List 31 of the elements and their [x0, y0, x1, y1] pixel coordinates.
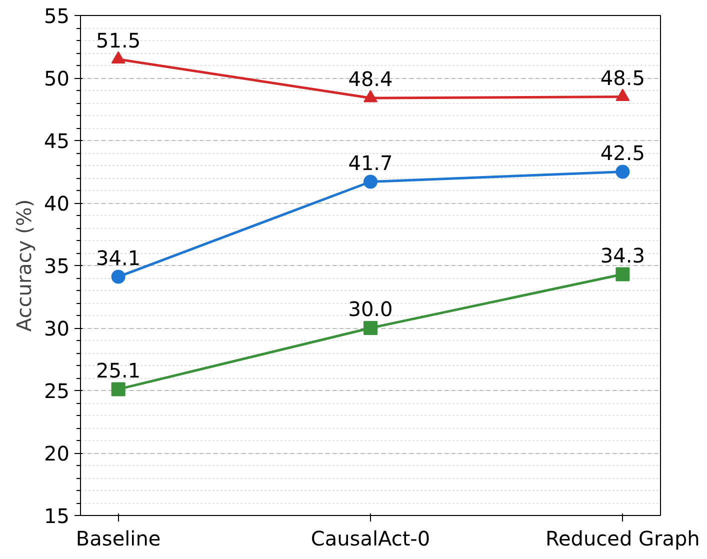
point [364, 321, 378, 335]
point [616, 164, 630, 179]
point [364, 174, 378, 189]
x-tick-label: Baseline [76, 526, 161, 550]
y-tick-label: 45 [44, 129, 70, 153]
y-tick-label: 30 [44, 316, 70, 340]
x-tick-label: CausalAct-0 [310, 526, 430, 550]
point [364, 90, 378, 102]
y-tick-label: 40 [44, 192, 70, 216]
y-tick-label: 25 [44, 379, 70, 403]
x-tick-label: Reduced Graph [545, 526, 700, 550]
point [616, 267, 630, 282]
data-label: 48.4 [348, 67, 393, 91]
y-tick-label: 20 [44, 442, 70, 466]
y-tick-label: 35 [44, 254, 70, 278]
point [111, 382, 126, 396]
data-label: 42.5 [600, 140, 645, 165]
y-tick-label: 50 [44, 66, 70, 90]
data-label: 34.1 [96, 246, 141, 270]
data-label: 34.3 [600, 243, 645, 268]
point [616, 88, 630, 102]
data-label: 30.0 [348, 297, 393, 321]
data-label: 51.5 [96, 28, 141, 52]
point [111, 51, 126, 64]
point [111, 270, 126, 284]
data-label: 41.7 [348, 150, 393, 175]
y-tick-label: 55 [44, 4, 70, 28]
y-tick-label: 15 [44, 504, 70, 528]
data-label: 25.1 [96, 358, 141, 382]
data-label: 48.5 [600, 66, 645, 90]
y-axis-title: Accuracy (%) [12, 199, 36, 332]
